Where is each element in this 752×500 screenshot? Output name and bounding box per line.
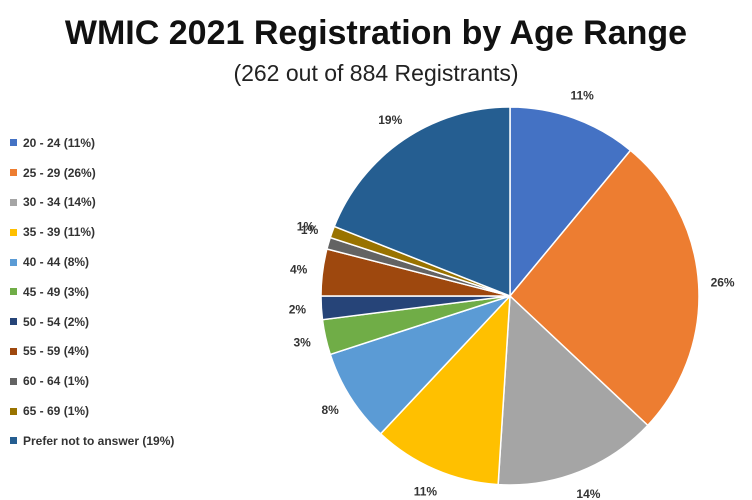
legend-label: 40 - 44 (8%) (23, 255, 90, 270)
legend-swatch (10, 169, 17, 177)
legend-item: 20 - 24 (11%) (10, 128, 250, 158)
pie-slice (333, 106, 511, 298)
slice-data-label: 11% (570, 89, 594, 103)
slice-data-label: 14% (576, 487, 600, 500)
slice-data-label: 1% (301, 223, 319, 237)
legend-label: Prefer not to answer (19%) (23, 433, 175, 448)
legend-item: 55 - 59 (4%) (10, 337, 250, 367)
legend-label: 60 - 64 (1%) (23, 374, 90, 389)
legend: 20 - 24 (11%) 25 - 29 (26%) 30 - 34 (14%) 3… (10, 128, 250, 456)
pie-slice (508, 149, 700, 427)
slice-data-label: 19% (378, 113, 402, 127)
chart-subtitle: (262 out of 884 Registrants) (233, 60, 519, 86)
legend-swatch (10, 347, 17, 355)
legend-label: 65 - 69 (1%) (23, 404, 90, 419)
legend-swatch (10, 318, 17, 326)
legend-item: 60 - 64 (1%) (10, 366, 250, 396)
legend-swatch (10, 377, 17, 385)
legend-swatch (10, 228, 17, 236)
legend-item: 30 - 34 (14%) (10, 188, 250, 218)
pie-slice (509, 106, 632, 299)
legend-label: 55 - 59 (4%) (23, 344, 90, 359)
legend-item: 35 - 39 (11%) (10, 217, 250, 247)
legend-swatch (10, 139, 17, 147)
legend-label: 20 - 24 (11%) (23, 135, 96, 150)
legend-label: 30 - 34 (14%) (23, 195, 96, 210)
slice-data-label: 8% (321, 403, 339, 417)
legend-item: 25 - 29 (26%) (10, 158, 250, 188)
legend-swatch (10, 288, 17, 296)
pie-slice (497, 294, 649, 486)
legend-item: 40 - 44 (8%) (10, 247, 250, 277)
chart-title: WMIC 2021 Registration by Age Range (64, 14, 688, 52)
slice-data-label: 4% (290, 262, 308, 276)
legend-swatch (10, 198, 17, 206)
legend-swatch (10, 258, 17, 266)
legend-item: 65 - 69 (1%) (10, 396, 250, 426)
slice-data-label: 3% (293, 335, 311, 349)
slice-data-label: 2% (289, 302, 307, 316)
slice-data-label: 26% (711, 276, 735, 290)
slice-data-label: 1% (297, 220, 315, 234)
pie-slice (379, 293, 511, 486)
pie-slice (329, 295, 511, 435)
legend-item: 50 - 54 (2%) (10, 307, 250, 337)
legend-swatch (10, 407, 17, 415)
legend-label: 50 - 54 (2%) (23, 314, 90, 329)
legend-item: 45 - 49 (3%) (10, 277, 250, 307)
legend-label: 45 - 49 (3%) (23, 284, 90, 299)
legend-item: Prefer not to answer (19%) (10, 426, 250, 456)
legend-label: 35 - 39 (11%) (23, 225, 96, 240)
legend-label: 25 - 29 (26%) (23, 165, 96, 180)
slice-data-label: 11% (414, 484, 438, 498)
legend-swatch (10, 437, 17, 445)
